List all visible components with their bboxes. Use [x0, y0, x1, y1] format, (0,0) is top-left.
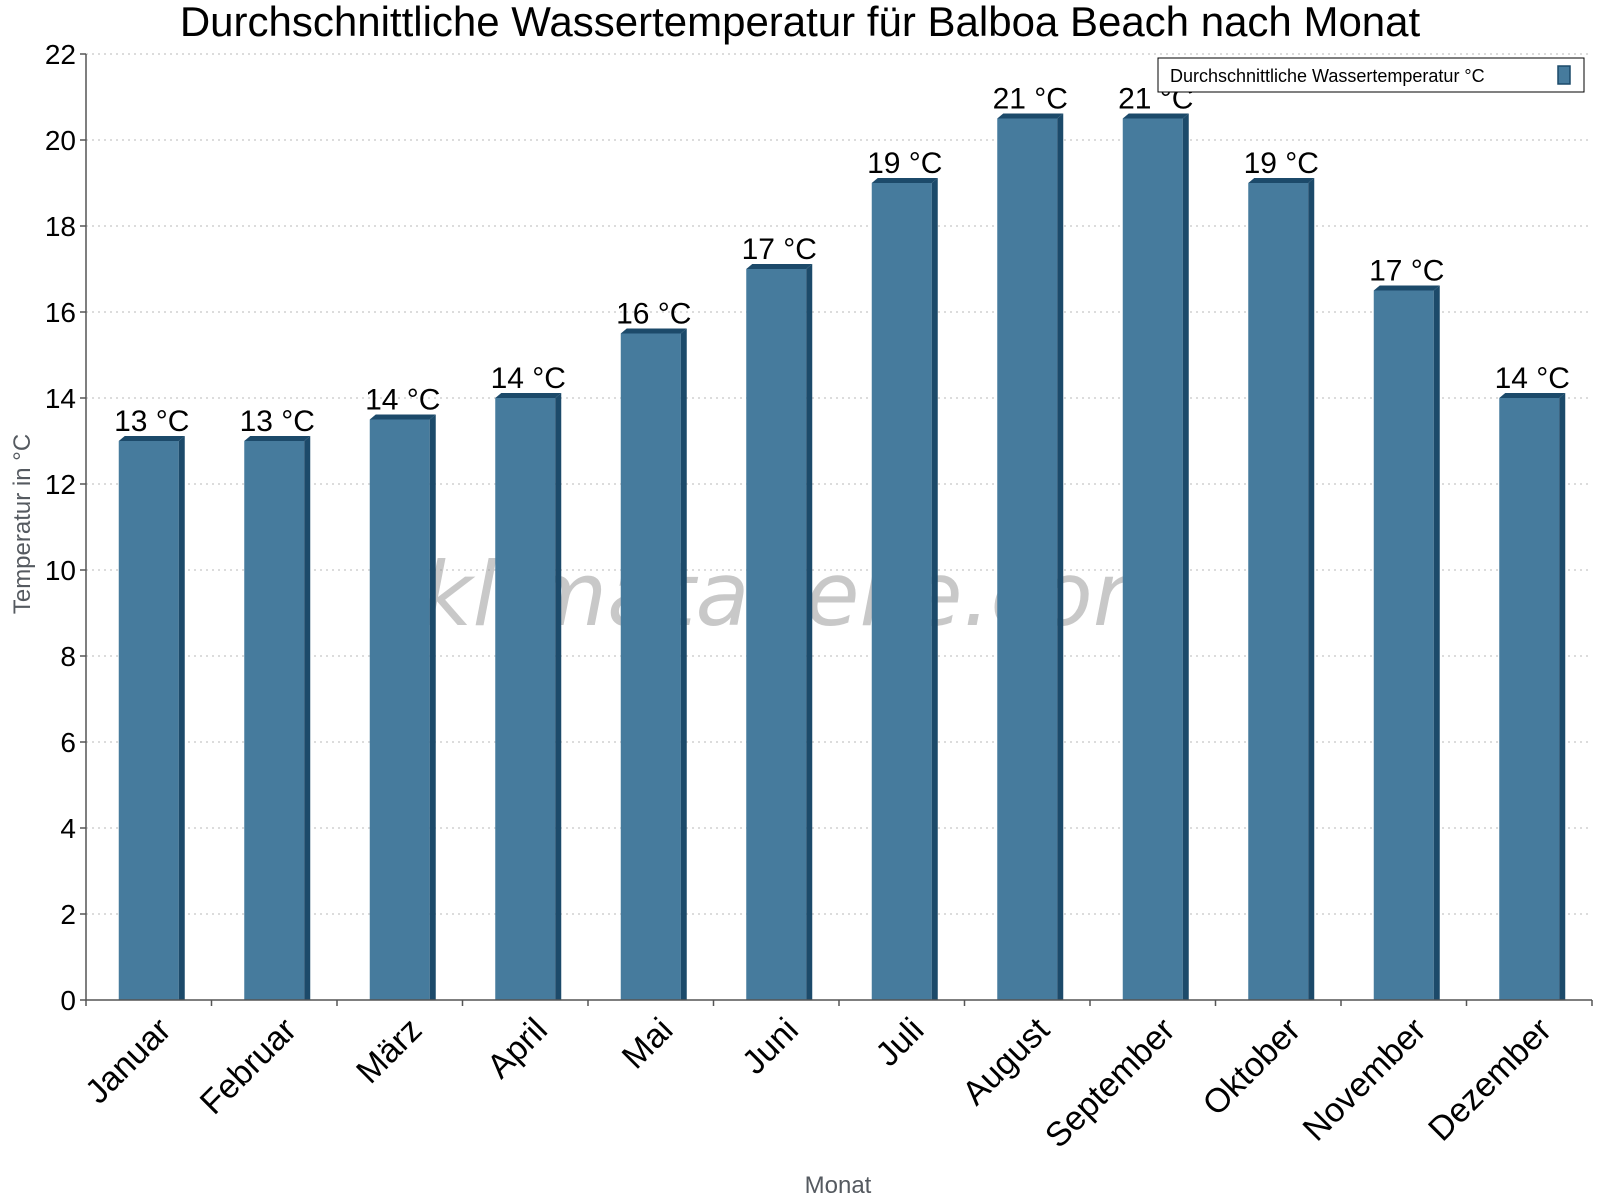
y-tick-label: 10	[45, 555, 76, 586]
y-tick-labels: 0 2 4 6 8 10 12 14 16 18 20 22	[45, 39, 76, 1016]
bar-mai	[620, 328, 687, 1000]
bar-juni	[746, 264, 813, 1000]
bar-side	[1308, 178, 1315, 1000]
bar-side	[304, 436, 311, 1000]
bar-face	[495, 398, 556, 1000]
bar-top	[1373, 285, 1440, 291]
y-tick-label: 16	[45, 297, 76, 328]
chart-title: Durchschnittliche Wassertemperatur für B…	[180, 0, 1421, 45]
axes	[80, 53, 1593, 1006]
x-tick-label: Juni	[735, 1011, 806, 1082]
bar-april	[495, 393, 562, 1000]
data-label: 17 °C	[742, 233, 817, 266]
bar-top	[244, 436, 311, 441]
bar-face	[997, 118, 1058, 1000]
y-tick-label: 20	[45, 125, 76, 156]
y-tick-label: 6	[60, 727, 76, 758]
legend-box	[1157, 57, 1585, 93]
bar-top	[1248, 178, 1315, 183]
y-tick-label: 18	[45, 211, 76, 242]
x-tick-label: September	[1038, 1011, 1182, 1155]
bar-face	[746, 269, 807, 1000]
x-tick-label: Januar	[78, 1011, 178, 1111]
bar-face	[369, 419, 430, 1000]
bar-side	[1057, 113, 1064, 1000]
data-label: 19 °C	[867, 147, 942, 180]
x-tick-label: Dezember	[1421, 1011, 1559, 1149]
gridlines	[86, 53, 1592, 915]
y-tick-label: 14	[45, 383, 76, 414]
bar-face	[1499, 398, 1560, 1000]
bar-januar	[118, 436, 185, 1000]
x-tick-label: Juli	[868, 1011, 931, 1074]
legend-swatch	[1557, 65, 1571, 85]
bar-top	[1499, 393, 1566, 398]
legend: Durchschnittliche Wassertemperatur °C	[1157, 57, 1585, 93]
bar-top	[997, 113, 1064, 119]
bar-side	[429, 414, 436, 1000]
y-axis-label: Temperatur in °C	[9, 434, 36, 614]
data-label: 13 °C	[240, 405, 315, 438]
bar-face	[244, 441, 305, 1000]
bar-side	[1433, 285, 1440, 1000]
bar-side	[178, 436, 185, 1000]
data-label: 14 °C	[1495, 362, 1570, 395]
x-tick-label: Februar	[193, 1011, 304, 1122]
x-tick-label: Mai	[615, 1011, 681, 1077]
x-tick-label: November	[1296, 1011, 1434, 1149]
bar-face	[1122, 118, 1183, 1000]
bar-series: 13 °C 13 °C 14 °C 14 °C 16 °C 17 °C 19 °C 21 °C…	[114, 83, 1570, 1000]
x-axis-label: Monat	[805, 1172, 872, 1199]
bar-september	[1122, 113, 1189, 1000]
bar-side	[806, 264, 813, 1000]
bar-märz	[369, 414, 436, 1000]
data-label: 14 °C	[491, 362, 566, 395]
data-label: 14 °C	[365, 384, 440, 417]
bar-dezember	[1499, 393, 1566, 1000]
bar-side	[1182, 113, 1189, 1000]
bar-face	[1248, 183, 1309, 1000]
bar-august	[997, 113, 1064, 1000]
bar-top	[1122, 113, 1189, 119]
y-tick-label: 8	[60, 641, 76, 672]
legend-label: Durchschnittliche Wassertemperatur °C	[1170, 66, 1485, 86]
bar-top	[369, 414, 436, 420]
x-tick-label: Oktober	[1196, 1011, 1308, 1123]
bar-face	[118, 441, 179, 1000]
y-tick-label: 0	[60, 985, 76, 1016]
bar-top	[871, 178, 938, 183]
bar-face	[1373, 290, 1434, 1000]
bar-side	[680, 328, 687, 1000]
y-tick-label: 22	[45, 39, 76, 70]
bar-side	[555, 393, 562, 1000]
bar-februar	[244, 436, 311, 1000]
x-tick-label: April	[480, 1011, 555, 1086]
data-label: 16 °C	[616, 298, 691, 331]
bar-juli	[871, 178, 938, 1000]
bar-november	[1373, 285, 1440, 1000]
bar-top	[620, 328, 687, 334]
data-label: 21 °C	[993, 83, 1068, 116]
y-tick-label: 2	[60, 899, 76, 930]
bar-side	[1559, 393, 1566, 1000]
bar-top	[495, 393, 562, 398]
y-tick-label: 4	[60, 813, 76, 844]
bar-side	[931, 178, 938, 1000]
x-tick-labels: Januar Februar März April Mai Juni Juli AugustS…	[78, 1010, 1559, 1155]
y-tick-label: 12	[45, 469, 76, 500]
x-tick-label: August	[955, 1010, 1057, 1112]
bar-face	[871, 183, 932, 1000]
data-label: 19 °C	[1244, 147, 1319, 180]
bar-top	[746, 264, 813, 269]
data-label: 13 °C	[114, 405, 189, 438]
bar-face	[620, 333, 681, 1000]
bar-top	[118, 436, 185, 441]
bar-oktober	[1248, 178, 1315, 1000]
x-tick-label: März	[349, 1011, 429, 1091]
data-label: 17 °C	[1369, 255, 1444, 288]
